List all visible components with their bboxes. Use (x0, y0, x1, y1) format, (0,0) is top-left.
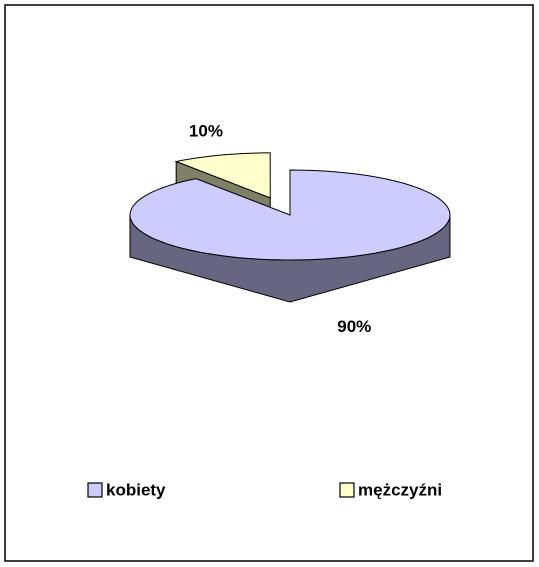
legend-swatch (339, 482, 355, 498)
legend-label: kobiety (106, 480, 166, 499)
slice-top (174, 152, 271, 199)
data-label: 90% (337, 317, 371, 336)
legend-label: mężczyźni (358, 480, 442, 499)
slice-top (129, 169, 451, 261)
legend-swatch (87, 482, 103, 498)
data-label: 10% (189, 122, 223, 141)
